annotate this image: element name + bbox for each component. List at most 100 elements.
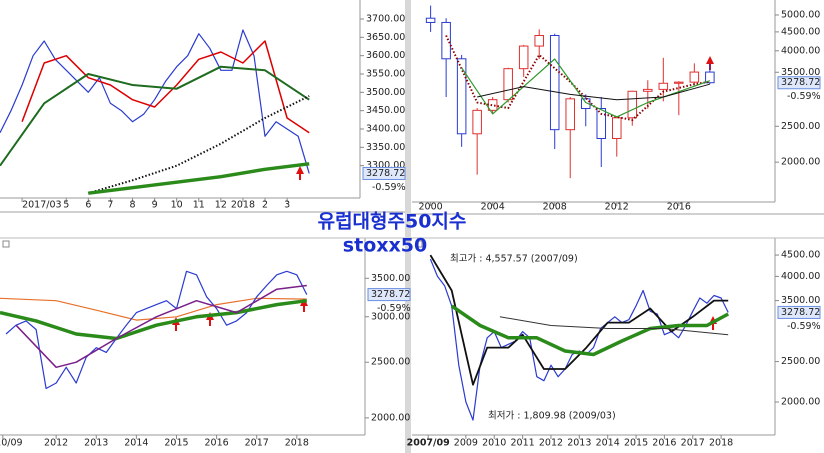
last-value-label: 3278.72 — [371, 289, 410, 300]
x-tick-label: 2009 — [454, 438, 478, 449]
x-tick-label: 2011 — [511, 438, 535, 449]
x-tick-label: 2018 — [231, 200, 255, 211]
x-tick-label: 2012 — [44, 438, 68, 449]
arrow — [706, 56, 714, 70]
last-value-label: 3278.72 — [781, 307, 820, 318]
y-tick-label: 2500.00 — [371, 357, 410, 368]
candle-body — [627, 90, 638, 119]
x-tick-label: 2015 — [624, 438, 648, 449]
y-tick-label: 5000.00 — [781, 9, 820, 20]
candle-body — [705, 71, 715, 84]
panel-icon — [2, 240, 10, 248]
last-value-label: 3278.72 — [366, 168, 405, 179]
x-tick-label: 3 — [284, 200, 290, 211]
x-tick-label: 2016 — [652, 438, 676, 449]
y-tick-label: 2000.00 — [371, 412, 410, 423]
change-label: -0.59% — [787, 321, 821, 332]
x-tick-label: 2 — [262, 200, 268, 211]
x-tick-label: 2015 — [164, 438, 188, 449]
series-line — [88, 162, 310, 195]
divider — [411, 213, 824, 215]
x-tick-label: 8 — [129, 200, 135, 211]
series-line — [499, 316, 729, 336]
series-line — [5, 270, 308, 390]
arrow — [300, 298, 308, 312]
x-tick-label: 2016 — [204, 438, 228, 449]
x-tick-label: 2017 — [245, 438, 269, 449]
x-tick-label: 2013 — [567, 438, 591, 449]
series-line — [477, 83, 710, 101]
candle-body — [456, 58, 467, 135]
x-tick-label: 2010/09 — [0, 438, 23, 449]
x-tick-label: 5 — [63, 200, 69, 211]
y-tick-label: 3000.00 — [371, 311, 410, 322]
last-value-label: 3278.72 — [781, 77, 820, 88]
change-label: -0.59% — [787, 91, 821, 102]
x-tick-label: 2008 — [543, 202, 567, 213]
arrow — [172, 317, 180, 331]
y-tick-label: 2000.00 — [781, 397, 820, 408]
x-tick-label: 2004 — [481, 202, 505, 213]
change-label: -0.59% — [372, 182, 406, 193]
y-tick-label: 4500.00 — [781, 250, 820, 261]
y-tick-label: 3450.00 — [366, 105, 405, 116]
series-line — [0, 65, 310, 167]
arrow — [206, 312, 214, 326]
candle-body — [425, 17, 436, 23]
y-tick-label: 3550.00 — [366, 69, 405, 80]
y-tick-label: 3500.00 — [781, 67, 820, 78]
last-value-box — [362, 166, 406, 180]
y-tick-label: 4000.00 — [781, 45, 820, 56]
series-line — [21, 40, 310, 134]
y-tick-label: 3650.00 — [366, 32, 405, 43]
candle-body — [472, 109, 482, 135]
x-tick-label: 2018 — [285, 438, 309, 449]
candle-body — [674, 81, 684, 84]
y-tick-label: 3500.00 — [371, 273, 410, 284]
candle-body — [534, 34, 544, 47]
x-tick-label: 11 — [193, 200, 205, 211]
candle-body — [643, 88, 653, 92]
candle-body — [441, 21, 451, 60]
series-line — [0, 297, 307, 321]
annotation: 최저가 : 1,809.98 (2009/03) — [488, 411, 616, 422]
x-tick-label: 2007/09 — [407, 438, 450, 449]
page-title: 유럽대형주50지수 — [318, 211, 467, 233]
x-tick-label: 2017/03 — [22, 200, 61, 211]
y-tick-label: 3400.00 — [366, 124, 405, 135]
candle-body — [596, 107, 607, 140]
y-tick-label: 2500.00 — [781, 356, 820, 367]
x-tick-label: 2000 — [419, 202, 443, 213]
candle-body — [612, 117, 622, 140]
candle-body — [658, 82, 669, 90]
plot-area — [0, 270, 308, 390]
series-line — [0, 298, 308, 341]
plot-area — [0, 29, 310, 195]
y-tick-label: 3700.00 — [366, 14, 405, 25]
x-tick-label: 2010 — [482, 438, 506, 449]
series-line — [450, 304, 730, 357]
y-tick-label: 3600.00 — [366, 50, 405, 61]
arrow — [296, 166, 304, 180]
y-tick-label: 3350.00 — [366, 142, 405, 153]
x-tick-label: 7 — [107, 200, 113, 211]
candle-body — [549, 34, 560, 131]
x-tick-label: 2012 — [539, 438, 563, 449]
annotation: 최고가 : 4,557.57 (2007/09) — [450, 254, 578, 265]
x-tick-label: 2016 — [667, 202, 691, 213]
y-tick-label: 3500.00 — [781, 295, 820, 306]
vertical-divider — [405, 0, 411, 453]
y-tick-label: 2500.00 — [781, 121, 820, 132]
candle-body — [689, 71, 700, 83]
candle-body — [518, 45, 529, 70]
x-tick-label: 2014 — [124, 438, 148, 449]
x-tick-label: 2018 — [709, 438, 733, 449]
page-subtitle: stoxx50 — [343, 235, 427, 257]
panel-icon — [415, 240, 423, 248]
last-value-box — [777, 305, 821, 319]
x-tick-label: 2012 — [605, 202, 629, 213]
y-tick-label: 3500.00 — [366, 87, 405, 98]
divider — [0, 211, 405, 213]
last-value-box — [777, 76, 821, 90]
